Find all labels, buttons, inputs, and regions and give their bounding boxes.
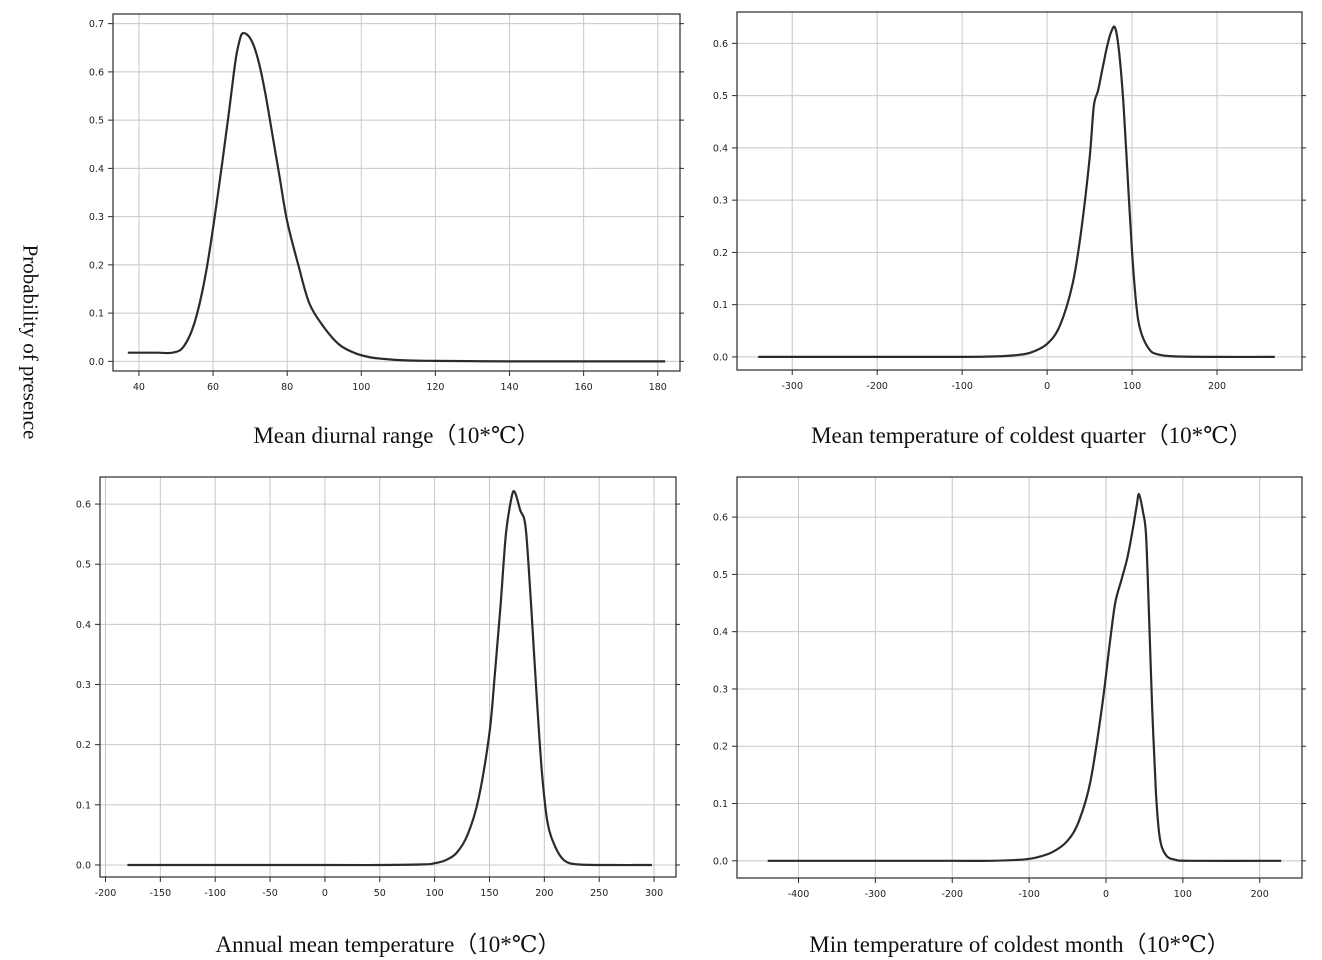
x-tick-label: 180 xyxy=(649,382,667,393)
panel-mean-temperature-coldest-quarter: -300 -200 -100 0 100 200 0.0 0.1 0.2 0.3 0.4 0.5 0.6… xyxy=(713,11,1306,448)
y-tick-label: 0.0 xyxy=(89,357,104,368)
y-tick-label: 0.3 xyxy=(76,680,91,691)
y-tick-label: 0.5 xyxy=(713,570,728,581)
y-tick-label: 0.0 xyxy=(76,860,91,871)
y-tick-label: 0.5 xyxy=(76,560,91,571)
x-tick-label: 50 xyxy=(374,888,386,899)
plot-frame xyxy=(736,11,1303,371)
x-tick-label: 300 xyxy=(645,888,663,899)
y-tick-label: 0.5 xyxy=(89,116,104,127)
y-tick-label: 0.5 xyxy=(713,91,728,102)
y-tick-label: 0.4 xyxy=(89,164,104,175)
y-tick-label: 0.0 xyxy=(713,856,728,867)
x-tick-label: 80 xyxy=(281,382,293,393)
x-tick-label: -100 xyxy=(204,888,226,899)
x-tick-label: 150 xyxy=(480,888,498,899)
x-tick-label: 250 xyxy=(590,888,608,899)
x-axis-title: Annual mean temperature（10*℃） xyxy=(215,932,560,957)
y-tick-label: 0.2 xyxy=(713,742,728,753)
y-tick-label: 0.1 xyxy=(713,300,728,311)
y-tick-label: 0.0 xyxy=(713,352,728,363)
x-tick-label: 140 xyxy=(500,382,518,393)
x-tick-label: -200 xyxy=(941,889,963,900)
x-tick-label: 200 xyxy=(1251,889,1269,900)
response-curve xyxy=(127,32,666,363)
x-tick-label: 40 xyxy=(133,382,145,393)
y-tick-label: 0.7 xyxy=(89,19,104,30)
plot-frame xyxy=(112,13,681,372)
y-tick-label: 0.4 xyxy=(713,627,728,638)
x-axis-title: Min temperature of coldest month（10*℃） xyxy=(809,932,1229,957)
y-tick-label: 0.4 xyxy=(713,143,728,154)
x-tick-label: -100 xyxy=(1018,889,1040,900)
x-tick-label: -200 xyxy=(95,888,117,899)
x-axis-title: Mean diurnal range（10*℃） xyxy=(253,423,539,448)
x-tick-label: 100 xyxy=(352,382,370,393)
x-tick-label: 120 xyxy=(426,382,444,393)
x-tick-label: 0 xyxy=(1044,381,1050,392)
x-tick-label: 100 xyxy=(1174,889,1192,900)
x-tick-label: -300 xyxy=(865,889,887,900)
x-tick-label: 200 xyxy=(1208,381,1226,392)
x-tick-label: -200 xyxy=(866,381,888,392)
x-tick-label: -300 xyxy=(781,381,803,392)
plot-frame xyxy=(99,476,677,878)
response-curve xyxy=(758,25,1275,359)
y-tick-label: 0.2 xyxy=(89,260,104,271)
y-tick-label: 0.6 xyxy=(713,513,728,524)
y-tick-label: 0.6 xyxy=(76,500,91,511)
y-tick-label: 0.1 xyxy=(76,800,91,811)
plot-frame xyxy=(736,476,1303,879)
y-tick-label: 0.3 xyxy=(89,212,104,223)
panel-annual-mean-temperature: -200 -150 -100 -50 0 50 100 150 200 250 300 0.0 0.1 0… xyxy=(76,476,680,957)
x-tick-label: 100 xyxy=(1123,381,1141,392)
response-curve xyxy=(767,493,1282,862)
y-tick-label: 0.6 xyxy=(89,67,104,78)
x-axis-title: Mean temperature of coldest quarter（10*℃… xyxy=(811,423,1252,448)
y-tick-label: 0.6 xyxy=(713,39,728,50)
y-tick-label: 0.4 xyxy=(76,620,91,631)
y-tick-label: 0.3 xyxy=(713,684,728,695)
y-tick-label: 0.1 xyxy=(713,799,728,810)
panel-min-temperature-coldest-month: -400 -300 -200 -100 0 100 200 0.0 0.1 0.2 0.3 0.4 0.… xyxy=(713,476,1306,957)
x-tick-label: 100 xyxy=(426,888,444,899)
x-tick-label: 200 xyxy=(535,888,553,899)
x-tick-label: -150 xyxy=(150,888,172,899)
panel-mean-diurnal-range: 40 60 80 100 120 140 160 180 0.0 0.1 0.2 0.3 0.4 0.5 0… xyxy=(89,13,684,448)
x-tick-label: 0 xyxy=(1103,889,1109,900)
y-tick-label: 0.2 xyxy=(713,248,728,259)
x-tick-label: 160 xyxy=(575,382,593,393)
y-tick-label: 0.3 xyxy=(713,196,728,207)
x-tick-label: 0 xyxy=(322,888,328,899)
x-tick-label: -400 xyxy=(788,889,810,900)
y-tick-label: 0.1 xyxy=(89,309,104,320)
y-tick-label: 0.2 xyxy=(76,740,91,751)
x-tick-label: 60 xyxy=(207,382,219,393)
response-curve xyxy=(127,490,652,867)
x-tick-label: -50 xyxy=(262,888,278,899)
x-tick-label: -100 xyxy=(951,381,973,392)
